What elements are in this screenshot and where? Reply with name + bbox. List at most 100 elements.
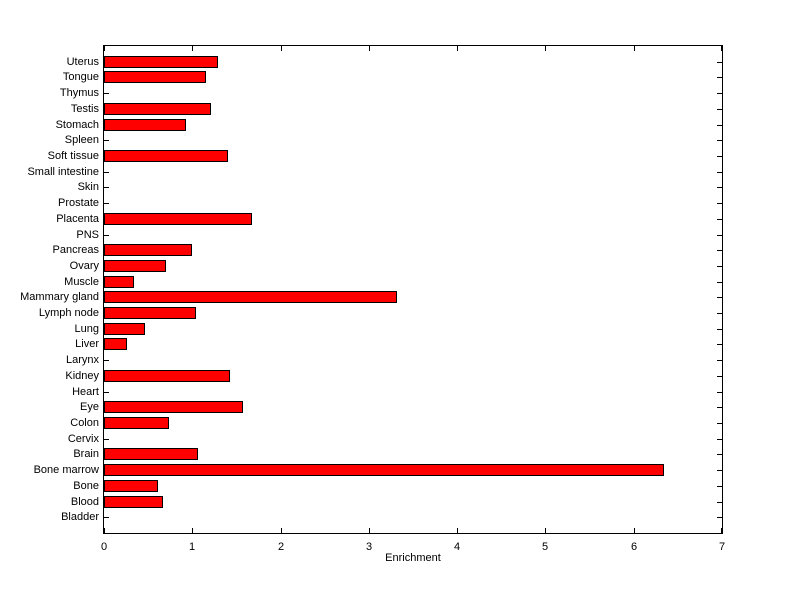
x-tick-mark-top — [545, 46, 546, 51]
y-tick-mark-right — [717, 313, 722, 314]
category-label: Tongue — [62, 71, 99, 83]
y-tick-mark-right — [717, 156, 722, 157]
y-tick-mark-right — [717, 77, 722, 78]
category-label: Heart — [72, 386, 99, 398]
y-tick-mark-right — [717, 203, 722, 204]
category-label: Ovary — [69, 260, 99, 272]
y-tick-mark-left — [104, 93, 109, 94]
y-tick-mark-right — [717, 407, 722, 408]
category-label: Blood — [70, 496, 99, 508]
bar-brain — [104, 448, 198, 460]
x-tick-label: 0 — [100, 541, 108, 553]
y-tick-mark-right — [717, 502, 722, 503]
bar-colon — [104, 417, 169, 429]
x-tick-label: 7 — [718, 541, 726, 553]
category-label: Thymus — [59, 87, 99, 99]
x-tick-mark-top — [634, 46, 635, 51]
category-label: Mammary gland — [20, 291, 99, 303]
y-tick-mark-right — [717, 125, 722, 126]
x-tick-label: 2 — [277, 541, 285, 553]
y-tick-mark-right — [717, 470, 722, 471]
bar-tongue — [104, 71, 206, 83]
bar-testis — [104, 103, 211, 115]
category-label: Liver — [75, 338, 99, 350]
y-tick-mark-right — [717, 360, 722, 361]
y-tick-mark-right — [717, 486, 722, 487]
x-tick-mark-bottom — [721, 528, 722, 533]
category-label: Skin — [77, 181, 99, 193]
x-tick-mark-bottom — [104, 528, 105, 533]
category-label: Colon — [70, 417, 99, 429]
bar-liver — [104, 338, 127, 350]
category-label: Bone — [73, 480, 99, 492]
category-label: PNS — [76, 229, 99, 241]
x-axis-label: Enrichment — [385, 552, 441, 564]
x-tick-mark-top — [192, 46, 193, 51]
y-tick-mark-right — [717, 235, 722, 236]
y-tick-mark-right — [717, 376, 722, 377]
category-label: Bladder — [61, 511, 99, 523]
category-label: Soft tissue — [47, 150, 99, 162]
y-tick-mark-right — [717, 219, 722, 220]
y-tick-mark-right — [717, 329, 722, 330]
x-tick-mark-bottom — [192, 528, 193, 533]
y-tick-mark-right — [717, 250, 722, 251]
x-tick-mark-bottom — [369, 528, 370, 533]
category-label: Stomach — [55, 119, 99, 131]
y-tick-mark-left — [104, 517, 109, 518]
category-label: Testis — [70, 103, 99, 115]
y-tick-mark-right — [717, 517, 722, 518]
bar-pancreas — [104, 244, 192, 256]
y-tick-mark-right — [717, 172, 722, 173]
bar-mammary-gland — [104, 291, 397, 303]
y-tick-mark-left — [104, 439, 109, 440]
bar-bone-marrow — [104, 464, 664, 476]
category-label: Spleen — [64, 134, 99, 146]
y-tick-mark-right — [717, 439, 722, 440]
y-tick-mark-left — [104, 187, 109, 188]
y-tick-mark-left — [104, 140, 109, 141]
y-tick-mark-right — [717, 93, 722, 94]
category-label: Placenta — [56, 213, 99, 225]
x-tick-label: 1 — [188, 541, 196, 553]
y-tick-mark-right — [717, 392, 722, 393]
y-tick-mark-right — [717, 140, 722, 141]
bar-soft-tissue — [104, 150, 228, 162]
y-tick-mark-left — [104, 172, 109, 173]
category-label: Prostate — [58, 197, 99, 209]
y-tick-mark-right — [717, 187, 722, 188]
x-tick-mark-bottom — [457, 528, 458, 533]
x-tick-mark-top — [104, 46, 105, 51]
category-label: Bone marrow — [33, 464, 99, 476]
y-tick-mark-right — [717, 454, 722, 455]
x-tick-label: 4 — [453, 541, 461, 553]
category-label: Cervix — [67, 433, 99, 445]
y-tick-mark-right — [717, 282, 722, 283]
x-tick-label: 3 — [365, 541, 373, 553]
y-tick-mark-right — [717, 109, 722, 110]
bar-ovary — [104, 260, 166, 272]
category-label: Brain — [73, 448, 99, 460]
category-label: Small intestine — [27, 166, 99, 178]
y-tick-mark-right — [717, 344, 722, 345]
bar-eye — [104, 401, 243, 413]
bar-kidney — [104, 370, 230, 382]
category-label: Pancreas — [52, 244, 99, 256]
bar-uterus — [104, 56, 218, 68]
bar-lung — [104, 323, 145, 335]
x-tick-label: 5 — [541, 541, 549, 553]
category-label: Larynx — [65, 354, 99, 366]
x-tick-mark-bottom — [545, 528, 546, 533]
x-tick-label: 6 — [630, 541, 638, 553]
y-tick-mark-right — [717, 266, 722, 267]
category-label: Lung — [74, 323, 99, 335]
category-label: Uterus — [66, 56, 99, 68]
x-tick-mark-top — [721, 46, 722, 51]
bar-placenta — [104, 213, 252, 225]
category-label: Muscle — [64, 276, 99, 288]
y-tick-mark-right — [717, 297, 722, 298]
x-tick-mark-top — [369, 46, 370, 51]
category-label: Kidney — [65, 370, 99, 382]
y-tick-mark-left — [104, 235, 109, 236]
